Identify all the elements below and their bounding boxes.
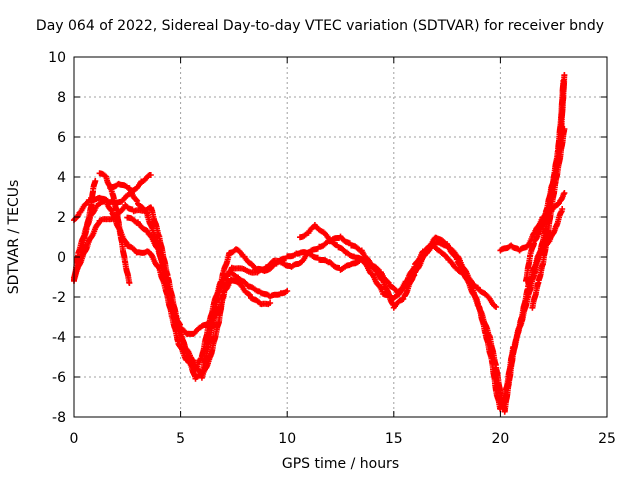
y-tick-label: -6 [52, 370, 66, 386]
y-tick-label: 8 [57, 90, 66, 106]
chart-title: Day 064 of 2022, Sidereal Day-to-day VTE… [35, 18, 605, 34]
y-tick-label: 4 [57, 170, 66, 186]
series-track-5 [71, 201, 274, 381]
grid-lines [74, 57, 607, 417]
x-tick-label: 25 [598, 431, 616, 447]
x-tick-label: 0 [70, 431, 79, 447]
y-tick-label: -2 [52, 290, 66, 306]
x-tick-label: 10 [278, 431, 296, 447]
y-tick-label: 10 [48, 50, 66, 66]
x-axis-label: GPS time / hours [281, 456, 400, 472]
x-tick-label: 15 [385, 431, 403, 447]
y-axis-label: SDTVAR / TECUs [6, 179, 22, 295]
series-track-7 [124, 206, 566, 415]
series-markers [71, 201, 274, 381]
series-markers [297, 222, 500, 310]
y-tick-label: 2 [57, 210, 66, 226]
series-track-8 [297, 222, 500, 310]
series-track-12 [497, 190, 568, 254]
y-tick-label: -4 [52, 330, 66, 346]
plot-frame [73, 56, 608, 418]
y-tick-label: -8 [52, 410, 66, 426]
series-markers [497, 190, 568, 254]
data-layer [71, 72, 568, 415]
y-tick-label: 6 [57, 130, 66, 146]
y-tick-label: 0 [57, 250, 66, 266]
series-markers [124, 206, 566, 415]
x-tick-label: 5 [176, 431, 185, 447]
x-tick-label: 20 [491, 431, 509, 447]
axis-ticks: 0 5 10 15 20 25 -8 -6 -4 -2 0 2 4 6 8 10 [48, 50, 616, 447]
